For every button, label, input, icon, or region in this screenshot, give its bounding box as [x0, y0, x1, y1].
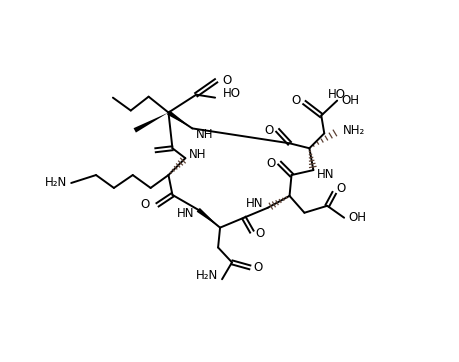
Text: O: O	[336, 182, 346, 195]
Text: NH₂: NH₂	[343, 124, 365, 137]
Text: HO: HO	[328, 88, 346, 101]
Text: O: O	[222, 74, 231, 87]
Text: HO: HO	[223, 87, 241, 100]
Text: O: O	[291, 94, 301, 107]
Text: OH: OH	[341, 94, 359, 107]
Text: HN: HN	[177, 207, 194, 220]
Text: NH: NH	[189, 148, 207, 161]
Text: OH: OH	[348, 211, 366, 224]
Polygon shape	[167, 110, 192, 129]
Text: O: O	[266, 157, 276, 170]
Text: NH: NH	[196, 128, 214, 141]
Polygon shape	[134, 113, 168, 132]
Text: O: O	[264, 124, 274, 137]
Text: H₂N: H₂N	[196, 269, 218, 282]
Polygon shape	[196, 208, 220, 228]
Text: HN: HN	[246, 197, 264, 210]
Text: O: O	[140, 198, 150, 211]
Text: HN: HN	[317, 168, 335, 181]
Text: H₂N: H₂N	[45, 177, 67, 189]
Text: O: O	[256, 227, 265, 240]
Text: O: O	[254, 261, 263, 274]
